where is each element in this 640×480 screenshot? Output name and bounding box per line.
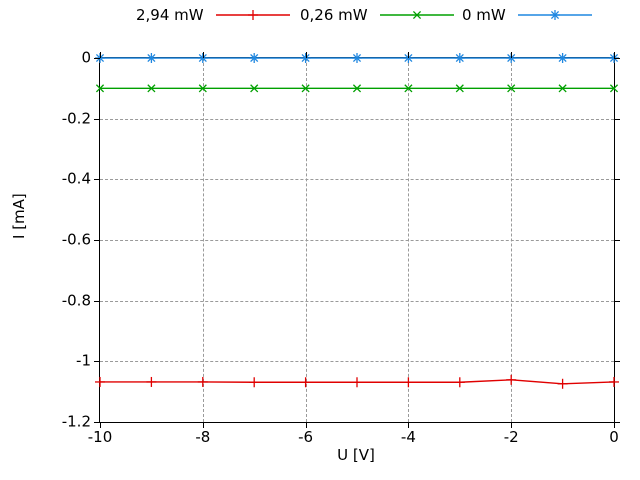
y-axis-tick	[614, 118, 620, 120]
legend-sample-cross-icon	[379, 7, 454, 23]
series-marker	[403, 377, 414, 388]
x-axis-title: U [V]	[337, 446, 375, 464]
x-axis-tick-label: -2	[503, 428, 519, 446]
y-axis-tick	[614, 240, 620, 241]
y-axis-tick	[94, 118, 100, 120]
grid-line-vertical	[408, 58, 410, 422]
series-marker	[197, 376, 208, 387]
series-marker	[557, 53, 568, 63]
x-axis-tick-label: -10	[87, 428, 113, 446]
series-marker	[609, 376, 619, 387]
series-marker	[95, 84, 105, 93]
y-axis-tick-label: -1.2	[61, 412, 91, 431]
legend-entry[interactable]: 0 mW	[462, 0, 592, 30]
series-marker	[249, 377, 260, 388]
series-layer	[95, 53, 619, 389]
series-marker	[506, 374, 517, 385]
series-marker	[507, 84, 516, 93]
series-marker	[352, 377, 362, 388]
x-axis-tick-label: -6	[298, 428, 314, 446]
legend-label: 0 mW	[462, 5, 506, 24]
legend-sample-plus-icon	[215, 7, 290, 23]
grid-line-horizontal	[100, 240, 614, 241]
series-marker	[609, 84, 619, 93]
x-axis-tick-label: -4	[400, 428, 416, 446]
series-marker	[404, 84, 413, 93]
y-axis-tick-label: -0.2	[61, 109, 91, 128]
data-series	[95, 53, 619, 63]
grid-line-vertical	[511, 58, 513, 422]
series-marker	[454, 53, 465, 63]
x-axis-tick	[614, 422, 615, 428]
x-axis-tick	[100, 422, 101, 428]
y-axis-title: I [mA]	[10, 193, 28, 239]
series-marker	[352, 84, 362, 93]
y-axis-tick	[94, 179, 100, 181]
y-axis-tick	[614, 179, 620, 181]
series-marker	[352, 53, 362, 63]
series-marker	[249, 53, 260, 63]
y-axis-tick-label: -0.8	[61, 291, 91, 310]
chart-legend: 2,94 mW 0,26 mW 0 mW	[0, 0, 640, 30]
x-axis-tick	[305, 422, 307, 428]
legend-sample-asterisk-icon	[517, 7, 592, 23]
x-axis-tick	[408, 52, 410, 58]
y-axis-tick	[614, 422, 620, 423]
x-axis-tick	[202, 52, 204, 58]
series-marker	[557, 378, 568, 389]
series-marker	[95, 376, 105, 387]
y-axis-tick-label: -0.4	[61, 169, 91, 188]
x-axis-tick	[408, 422, 410, 428]
y-axis-tick	[94, 58, 100, 59]
legend-entry[interactable]: 2,94 mW	[136, 0, 290, 30]
series-marker	[250, 84, 259, 93]
x-axis-tick	[100, 52, 101, 58]
grid-line-horizontal	[100, 361, 614, 363]
data-series	[95, 84, 619, 93]
x-axis-tick-label: -8	[195, 428, 211, 446]
grid-line-horizontal	[100, 118, 614, 120]
plot-inner	[95, 53, 619, 422]
y-axis-tick	[94, 300, 100, 302]
series-marker	[147, 84, 156, 93]
series-marker	[146, 53, 157, 63]
y-axis-tick	[614, 361, 620, 363]
y-axis-tick-label: -0.6	[61, 230, 91, 249]
grid-line-vertical	[305, 58, 307, 422]
legend-label: 2,94 mW	[136, 5, 204, 24]
series-marker	[146, 376, 157, 387]
x-axis-tick-label: 0	[609, 428, 619, 446]
grid-line-vertical	[202, 58, 204, 422]
series-marker	[300, 377, 311, 388]
y-axis-tick-label: 0	[81, 48, 91, 67]
y-axis-tick	[614, 300, 620, 302]
legend-entry[interactable]: 0,26 mW	[300, 0, 454, 30]
y-axis-tick	[94, 422, 100, 423]
x-axis-tick	[305, 52, 307, 58]
y-axis-tick	[94, 240, 100, 241]
x-axis-tick	[614, 52, 615, 58]
grid-line-horizontal	[100, 300, 614, 302]
series-marker	[301, 84, 310, 93]
y-axis-tick	[94, 361, 100, 363]
y-axis-tick	[614, 58, 620, 59]
legend-label: 0,26 mW	[300, 5, 368, 24]
series-marker	[454, 377, 465, 388]
series-marker	[198, 84, 207, 93]
series-marker	[558, 84, 567, 93]
plot-area: 0 -0.2 -0.4 -0.6 -0.8 -1 -1.2 -10 -8 -6 -4 -2 0	[62, 50, 620, 445]
series-marker	[506, 53, 517, 63]
grid-line-horizontal	[100, 179, 614, 181]
x-axis-tick	[202, 422, 204, 428]
series-marker	[455, 84, 464, 93]
y-axis-tick-label: -1	[76, 351, 91, 370]
data-series	[95, 374, 619, 389]
x-axis-tick	[511, 422, 513, 428]
x-axis-tick	[511, 52, 513, 58]
